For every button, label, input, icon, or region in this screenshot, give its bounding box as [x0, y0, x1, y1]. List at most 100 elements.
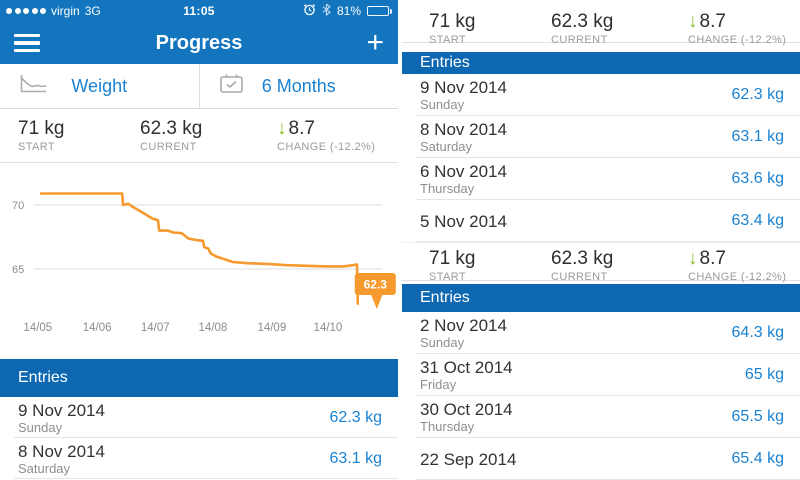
y-tick-label: 70 — [12, 200, 24, 212]
entry-day: Thursday — [420, 419, 475, 434]
alarm-clock-icon — [303, 3, 316, 19]
down-arrow-icon: ↓ — [277, 118, 287, 139]
stat-current-value: 62.3 kg — [551, 248, 614, 269]
stat-current: 62.3 kg CURRENT — [551, 248, 688, 283]
stat-change-label: CHANGE (-12.2%) — [688, 34, 787, 46]
x-tick-label: 14/10 — [314, 322, 343, 334]
status-bar: virgin 3G 11:05 81% — [0, 0, 398, 22]
bluetooth-icon — [322, 3, 331, 19]
entries-list: 9 Nov 2014 Sunday 62.3 kg 8 Nov 2014 Sat… — [0, 397, 398, 479]
entry-day: Sunday — [420, 97, 465, 112]
entry-date: 8 Nov 2014 — [18, 441, 105, 461]
stat-current-value: 62.3 kg — [140, 118, 203, 139]
entry-weight-value: 64.3 kg — [731, 324, 784, 341]
tab-metric-weight[interactable]: Weight — [0, 64, 199, 108]
entries-title: Entries — [420, 54, 470, 72]
entry-weight-value: 63.4 kg — [731, 212, 784, 229]
right-bottom-panel: 71 kg START 62.3 kg CURRENT ↓ 8.7 CHANGE … — [402, 242, 800, 480]
stat-current-label: CURRENT — [551, 34, 608, 46]
entry-row[interactable]: 5 Nov 2014 63.4 kg — [402, 200, 800, 242]
stat-start: 71 kg START — [18, 118, 140, 162]
stat-change: ↓ 8.7 CHANGE (-12.2%) — [688, 248, 787, 283]
entry-date: 9 Nov 2014 — [420, 78, 507, 97]
page-title: Progress — [155, 31, 243, 54]
filter-tabs: Weight 6 Months — [0, 64, 398, 109]
x-tick-label: 14/05 — [23, 322, 52, 334]
entry-date: 31 Oct 2014 — [420, 358, 513, 377]
entries-title: Entries — [18, 369, 68, 386]
x-tick-label: 14/07 — [141, 322, 170, 334]
entry-date: 8 Nov 2014 — [420, 120, 507, 139]
entry-day: Sunday — [18, 419, 63, 435]
callout-value-label: 62.3 — [364, 278, 388, 292]
signal-dots-icon — [6, 8, 46, 14]
stat-change-value: 8.7 — [699, 248, 726, 269]
stat-current: 62.3 kg CURRENT — [140, 118, 277, 162]
calendar-check-icon — [219, 74, 243, 98]
entry-date: 9 Nov 2014 — [18, 400, 105, 420]
entry-row[interactable]: 8 Nov 2014 Saturday 63.1 kg — [0, 438, 398, 479]
entry-day: Saturday — [420, 139, 473, 154]
entry-day: Thursday — [420, 181, 475, 196]
entries-section-header: Entries — [0, 359, 398, 397]
stat-change-label: CHANGE (-12.2%) — [688, 271, 787, 283]
weight-chart-area: 70 65 14/05 14/06 14/07 14/08 14/09 14/10 62.3 — [0, 163, 398, 345]
entry-row[interactable]: 6 Nov 2014 Thursday 63.6 kg — [402, 158, 800, 200]
tab-period-6months[interactable]: 6 Months — [198, 64, 399, 108]
stat-start-value: 71 kg — [429, 11, 476, 32]
entry-date: 5 Nov 2014 — [420, 211, 507, 231]
stats-row: 71 kg START 62.3 kg CURRENT ↓ 8.7 CHANGE … — [402, 243, 800, 283]
entry-weight-value: 63.6 kg — [731, 170, 784, 187]
entries-section-header: Entries — [402, 284, 800, 312]
entry-row[interactable]: 9 Nov 2014 Sunday 62.3 kg — [402, 74, 800, 116]
stat-start-label: START — [18, 141, 56, 153]
y-tick-label: 65 — [12, 264, 24, 276]
entry-row[interactable]: 31 Oct 2014 Friday 65 kg — [402, 354, 800, 396]
stat-change-value: 8.7 — [288, 118, 315, 139]
entry-row[interactable]: 8 Nov 2014 Saturday 63.1 kg — [402, 116, 800, 158]
stat-start-label: START — [429, 271, 467, 283]
weight-chart: 70 65 14/05 14/06 14/07 14/08 14/09 14/10 62.3 — [12, 192, 396, 334]
entry-date: 30 Oct 2014 — [420, 400, 513, 419]
callout-pointer — [370, 294, 383, 309]
entry-date: 22 Sep 2014 — [420, 449, 517, 469]
entry-weight-value: 62.3 kg — [731, 86, 784, 103]
x-tick-label: 14/08 — [199, 322, 228, 334]
entries-list: 2 Nov 2014 Sunday 64.3 kg 31 Oct 2014 Fr… — [402, 312, 800, 480]
menu-button[interactable] — [14, 33, 42, 53]
down-arrow-icon: ↓ — [688, 11, 698, 32]
stat-start-value: 71 kg — [18, 118, 65, 139]
entry-day: Saturday — [18, 460, 71, 476]
stat-start: 71 kg START — [429, 248, 551, 283]
stat-current-label: CURRENT — [140, 141, 197, 153]
entry-weight-value: 63.1 kg — [731, 128, 784, 145]
entry-weight-value: 63.1 kg — [329, 449, 382, 467]
entry-row[interactable]: 30 Oct 2014 Thursday 65.5 kg — [402, 396, 800, 438]
entry-weight-value: 65.5 kg — [731, 408, 784, 425]
entry-row[interactable]: 22 Sep 2014 65.4 kg — [402, 438, 800, 480]
entry-day: Friday — [420, 377, 457, 392]
battery-percent-label: 81% — [336, 4, 361, 18]
entries-list: 9 Nov 2014 Sunday 62.3 kg 8 Nov 2014 Sat… — [402, 74, 800, 242]
entry-weight-value: 65.4 kg — [731, 450, 784, 467]
tab-metric-label: Weight — [71, 75, 128, 96]
down-arrow-icon: ↓ — [688, 248, 698, 269]
tab-period-label: 6 Months — [261, 75, 336, 96]
stat-start-label: START — [429, 34, 467, 46]
panel-seam — [398, 0, 402, 480]
x-tick-label: 14/06 — [83, 322, 112, 334]
entry-weight-value: 65 kg — [744, 366, 784, 383]
status-time: 11:05 — [183, 4, 215, 18]
stat-change: ↓ 8.7 CHANGE (-12.2%) — [688, 11, 786, 46]
stat-change-value: 8.7 — [699, 11, 726, 32]
entry-date: 6 Nov 2014 — [420, 162, 507, 181]
entry-row[interactable]: 2 Nov 2014 Sunday 64.3 kg — [402, 312, 800, 354]
battery-icon — [367, 6, 392, 16]
entry-row[interactable]: 9 Nov 2014 Sunday 62.3 kg — [0, 397, 398, 438]
network-label: 3G — [84, 4, 101, 18]
nav-bar: Progress + — [0, 22, 398, 64]
entries-title: Entries — [420, 289, 470, 307]
add-entry-button[interactable]: + — [366, 26, 384, 59]
stat-current-label: CURRENT — [551, 271, 608, 283]
